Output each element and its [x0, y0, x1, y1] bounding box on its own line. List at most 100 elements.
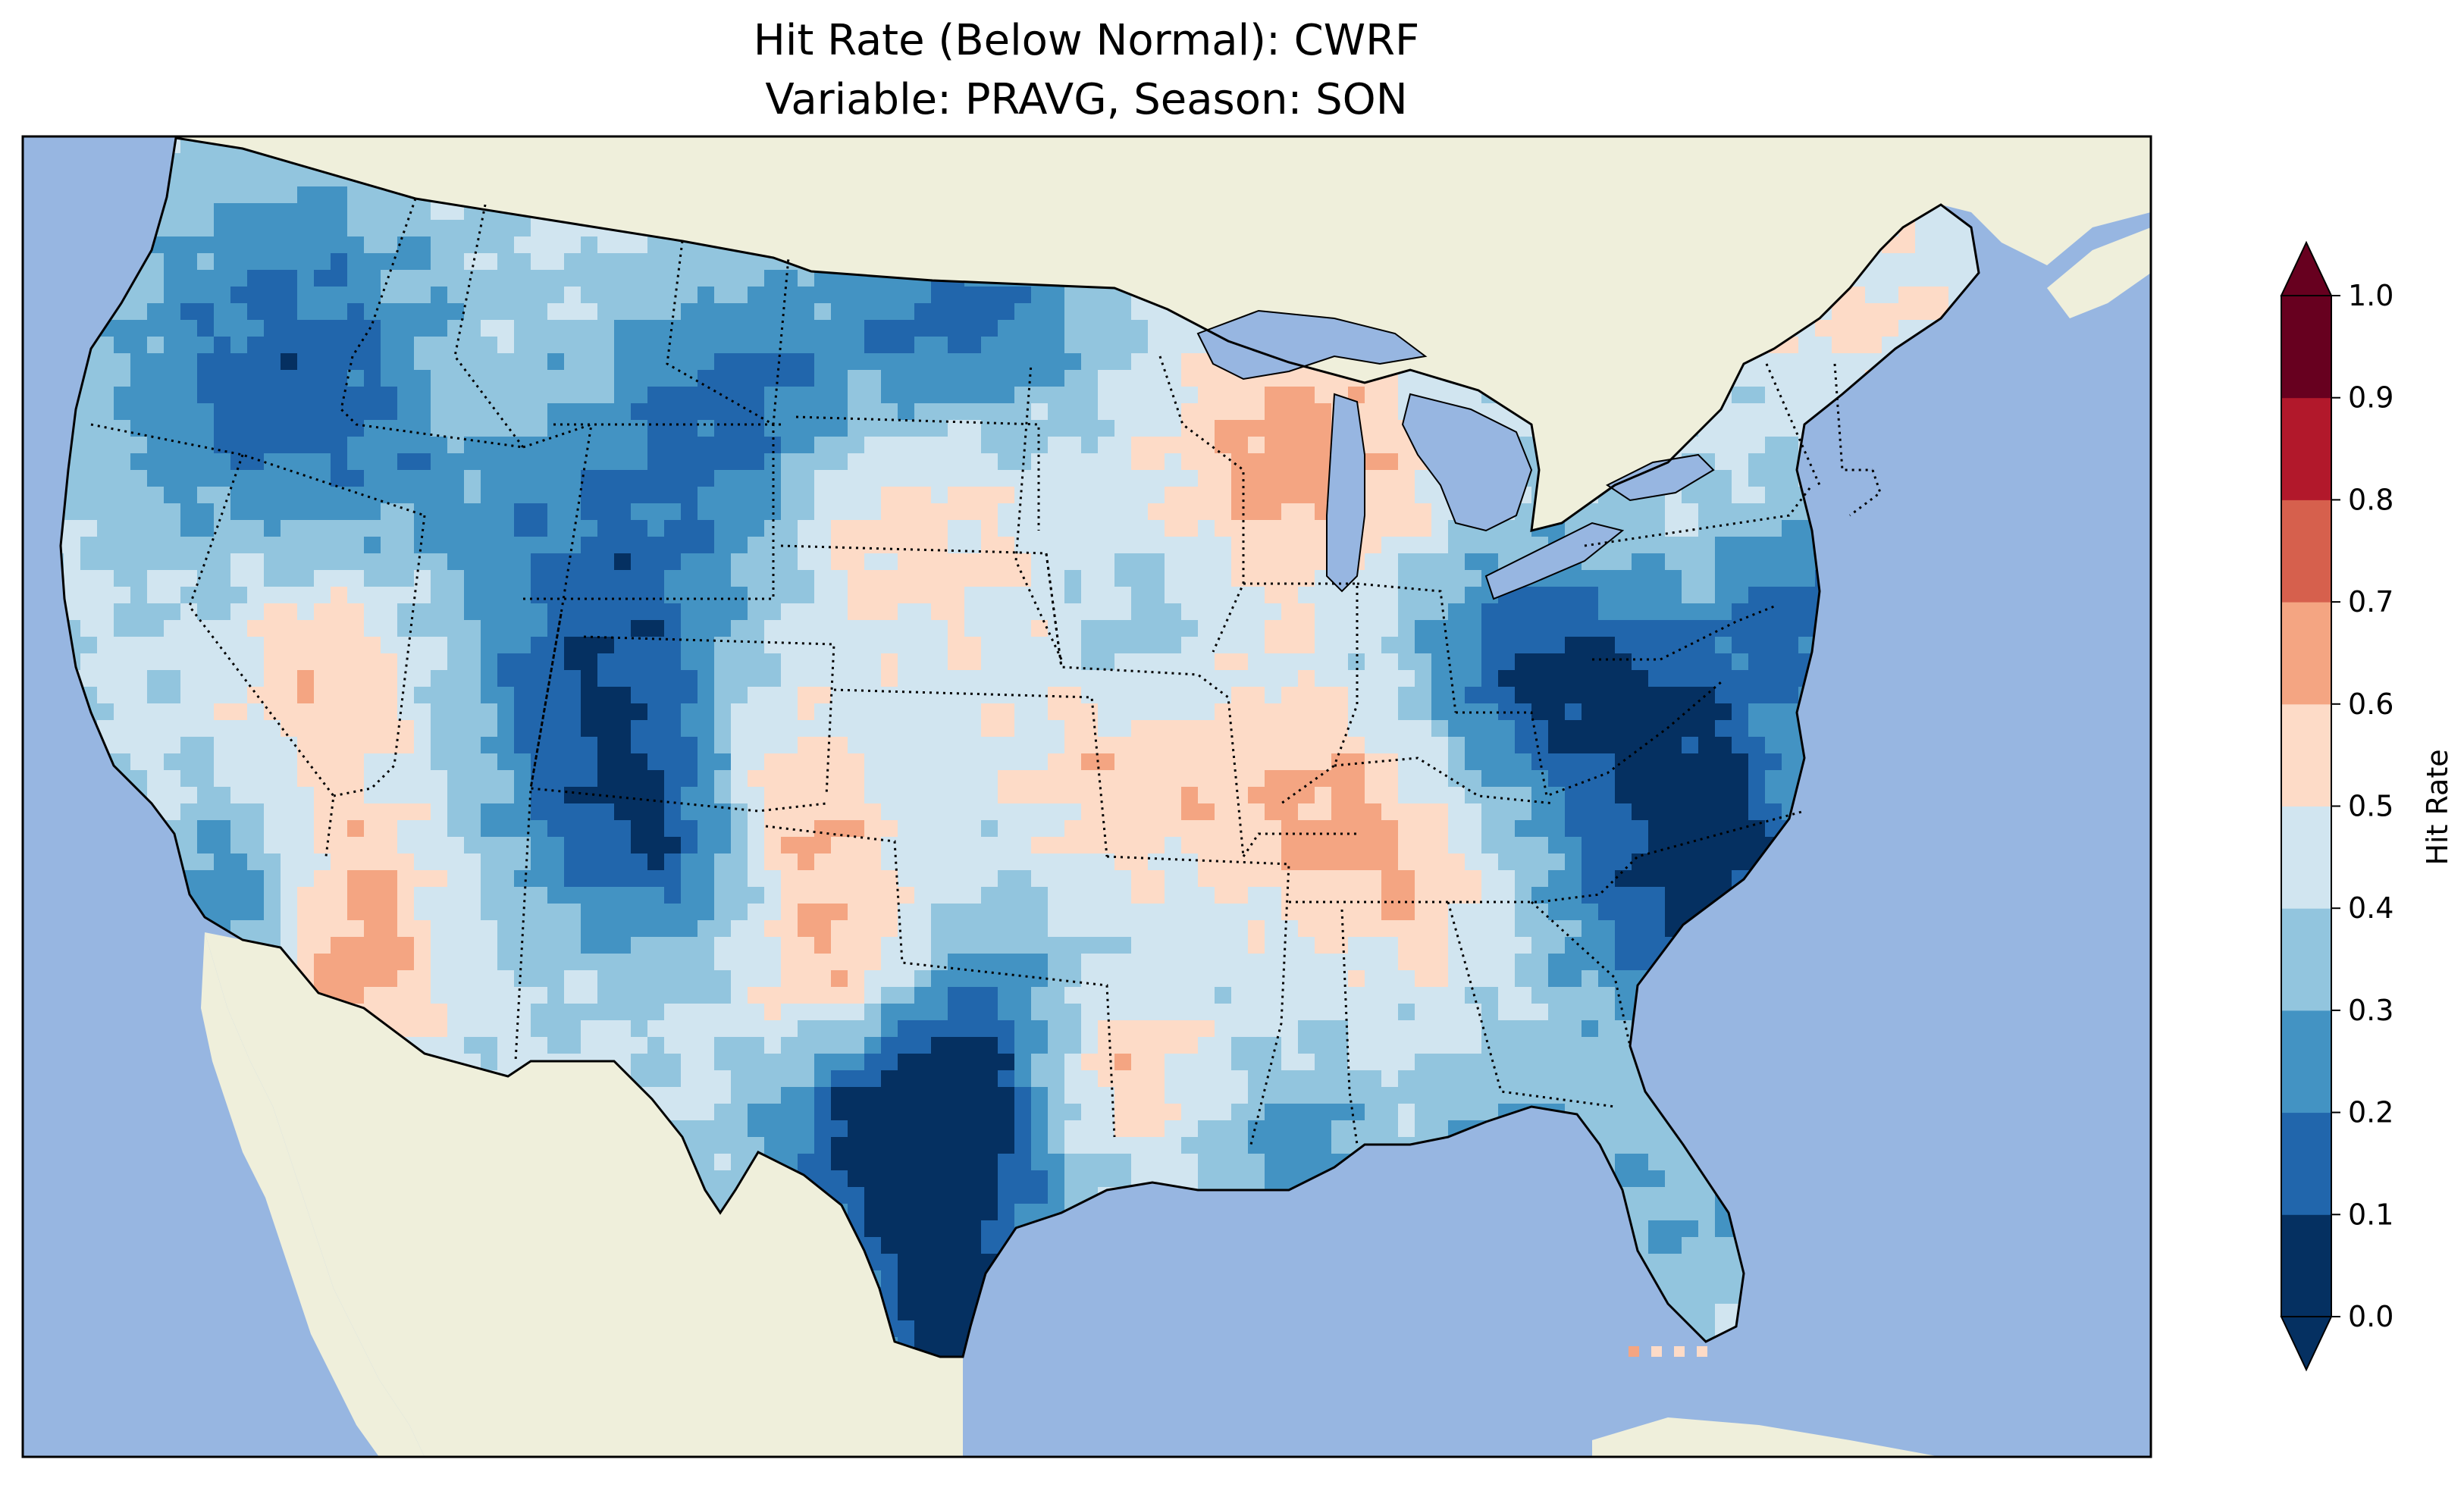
raster-cell: [781, 420, 798, 437]
raster-cell: [397, 203, 415, 221]
raster-cell: [1415, 653, 1432, 671]
raster-cell: [664, 320, 682, 337]
raster-cell: [1782, 620, 1799, 637]
raster-cell: [1682, 587, 1699, 604]
raster-cell: [314, 787, 331, 804]
raster-cell: [714, 253, 732, 271]
raster-cell: [381, 420, 398, 437]
raster-cell: [731, 270, 748, 287]
raster-cell: [1048, 537, 1065, 554]
raster-cell: [281, 403, 298, 421]
raster-cell: [798, 437, 815, 454]
raster-cell: [914, 687, 932, 704]
raster-cell: [264, 620, 281, 637]
raster-cell: [1582, 587, 1599, 604]
raster-cell: [1398, 753, 1415, 771]
raster-cell: [664, 420, 682, 437]
raster-cell: [1298, 720, 1315, 738]
raster-cell: [931, 403, 948, 421]
raster-cell: [1732, 620, 1749, 637]
raster-cell: [914, 503, 932, 521]
raster-cell: [1782, 753, 1799, 771]
raster-cell: [798, 453, 815, 471]
raster-cell: [1031, 303, 1049, 321]
raster-cell: [281, 203, 298, 221]
raster-cell: [1498, 603, 1516, 621]
raster-cell: [447, 320, 465, 337]
raster-cell: [1632, 503, 1649, 521]
raster-cell: [1365, 620, 1382, 637]
raster-cell: [347, 553, 365, 571]
raster-cell: [1298, 703, 1315, 721]
raster-cell: [1281, 420, 1299, 437]
raster-cell: [1682, 537, 1699, 554]
raster-cell: [647, 287, 665, 304]
raster-cell: [264, 186, 281, 204]
raster-cell: [698, 470, 715, 487]
raster-cell: [1748, 620, 1766, 637]
raster-cell: [1615, 753, 1632, 771]
raster-cell: [1582, 703, 1599, 721]
raster-cell: [1448, 653, 1466, 671]
raster-cell: [981, 303, 998, 321]
raster-cell: [364, 220, 381, 237]
raster-cell: [1698, 703, 1716, 721]
raster-cell: [1465, 737, 1482, 754]
raster-cell: [531, 570, 548, 587]
raster-cell: [864, 520, 882, 537]
raster-cell: [864, 370, 882, 387]
raster-cell: [1782, 637, 1799, 654]
raster-cell: [1198, 537, 1215, 554]
raster-cell: [1481, 803, 1499, 821]
raster-cell: [431, 637, 448, 654]
raster-cell: [1448, 670, 1466, 687]
raster-cell: [1064, 620, 1082, 637]
raster-cell: [481, 737, 498, 754]
raster-cell: [814, 637, 832, 654]
raster-cell: [1148, 403, 1165, 421]
raster-cell: [1031, 703, 1049, 721]
raster-cell: [531, 503, 548, 521]
raster-cell: [347, 337, 365, 354]
raster-cell: [1181, 653, 1199, 671]
raster-cell: [714, 820, 732, 838]
raster-cell: [647, 270, 665, 287]
raster-cell: [114, 403, 131, 421]
raster-cell: [881, 303, 898, 321]
raster-cell: [1198, 387, 1215, 404]
raster-cell: [1815, 320, 1832, 337]
raster-cell: [1715, 520, 1732, 537]
raster-cell: [147, 270, 165, 287]
raster-cell: [230, 753, 248, 771]
raster-cell: [1114, 570, 1132, 587]
raster-cell: [698, 337, 715, 354]
raster-cell: [581, 337, 598, 354]
raster-cell: [1615, 787, 1632, 804]
raster-cell: [1598, 770, 1616, 788]
raster-cell: [864, 287, 882, 304]
raster-cell: [597, 487, 615, 504]
raster-cell: [1165, 653, 1182, 671]
raster-cell: [497, 337, 515, 354]
raster-cell: [614, 253, 632, 271]
raster-cell: [414, 287, 431, 304]
raster-cell: [798, 270, 815, 287]
raster-cell: [1348, 753, 1365, 771]
raster-cell: [1215, 570, 1232, 587]
raster-cell: [197, 253, 215, 271]
raster-cell: [831, 337, 848, 354]
raster-cell: [1431, 553, 1449, 571]
raster-cell: [1048, 337, 1065, 354]
raster-cell: [748, 270, 765, 287]
raster-cell: [464, 487, 481, 504]
raster-cell: [948, 787, 965, 804]
raster-cell: [281, 820, 298, 838]
raster-cell: [464, 553, 481, 571]
raster-cell: [748, 520, 765, 537]
raster-cell: [1732, 637, 1749, 654]
raster-cell: [1715, 553, 1732, 571]
raster-cell: [1014, 387, 1032, 404]
raster-cell: [698, 820, 715, 838]
raster-cell: [664, 303, 682, 321]
raster-cell: [164, 320, 181, 337]
